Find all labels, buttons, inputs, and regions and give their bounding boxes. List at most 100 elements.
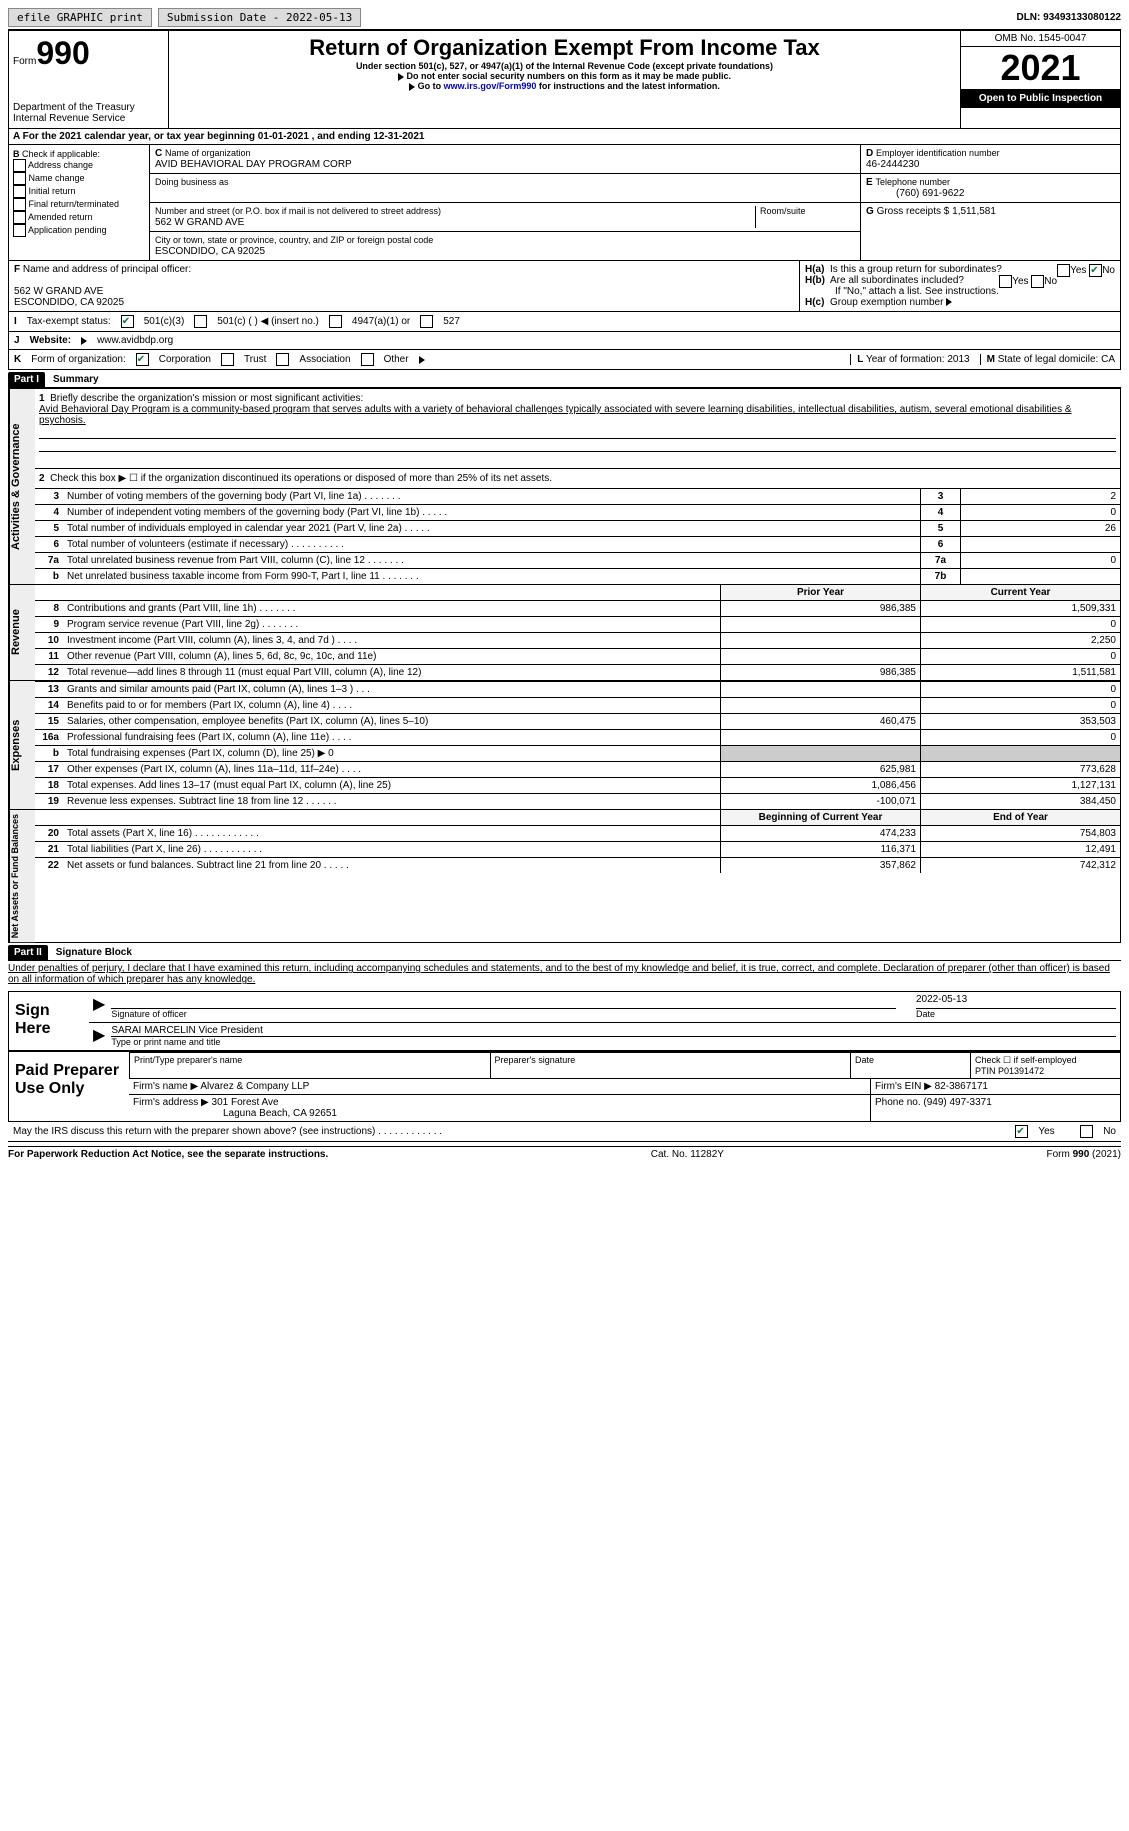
summary-line: 9Program service revenue (Part VIII, lin… [35, 616, 1120, 632]
prep-ptin-label: PTIN [975, 1066, 996, 1076]
summary-line: 4Number of independent voting members of… [35, 504, 1120, 520]
summary-line: 5Total number of individuals employed in… [35, 520, 1120, 536]
preparer-block: Paid Preparer Use Only Print/Type prepar… [8, 1051, 1121, 1122]
summary-line: bTotal fundraising expenses (Part IX, co… [35, 745, 1120, 761]
gross-label: Gross receipts $ [877, 206, 953, 217]
cb-corporation: Corporation [159, 354, 211, 365]
irs-link[interactable]: www.irs.gov/Form990 [444, 81, 537, 91]
summary-line: 17Other expenses (Part IX, column (A), l… [35, 761, 1120, 777]
l-value: 2013 [947, 354, 969, 365]
firm-name-value: Alvarez & Company LLP [200, 1081, 309, 1092]
city-label: City or town, state or province, country… [155, 235, 433, 245]
efile-button[interactable]: efile GRAPHIC print [8, 8, 152, 27]
prep-date-label: Date [850, 1052, 970, 1078]
expenses-section: Expenses 13Grants and similar amounts pa… [8, 681, 1121, 810]
i-label: Tax-exempt status: [27, 316, 111, 327]
col-end: End of Year [920, 810, 1120, 825]
part1-title: Summary [45, 374, 99, 385]
firm-ein-value: 82-3867171 [935, 1081, 988, 1092]
firm-addr2: Laguna Beach, CA 92651 [133, 1108, 337, 1119]
summary-line: 12Total revenue—add lines 8 through 11 (… [35, 664, 1120, 680]
vtab-netassets: Net Assets or Fund Balances [9, 810, 35, 942]
firm-phone-label: Phone no. [875, 1097, 923, 1108]
vtab-revenue: Revenue [9, 585, 35, 680]
part1-bar: Part I Summary [8, 372, 1121, 388]
street-value: 562 W GRAND AVE [155, 217, 244, 228]
cb-527: 527 [443, 316, 460, 327]
subtitle-2: Do not enter social security numbers on … [173, 71, 956, 81]
footer-mid: Cat. No. 11282Y [651, 1149, 724, 1160]
f-addr1: 562 W GRAND AVE [14, 286, 103, 297]
discuss-text: May the IRS discuss this return with the… [13, 1126, 442, 1137]
summary-line: 8Contributions and grants (Part VIII, li… [35, 600, 1120, 616]
revenue-section: Revenue Prior YearCurrent Year 8Contribu… [8, 585, 1121, 681]
tax-year: 2021 [961, 47, 1120, 89]
netassets-section: Net Assets or Fund Balances Beginning of… [8, 810, 1121, 943]
vtab-governance: Activities & Governance [9, 389, 35, 584]
ein-value: 46-2444230 [866, 159, 919, 170]
declaration-text: Under penalties of perjury, I declare th… [8, 961, 1121, 987]
form-title: Return of Organization Exempt From Incom… [173, 35, 956, 61]
subtitle-3: Go to www.irs.gov/Form990 for instructio… [173, 81, 956, 91]
website-row: J Website: www.avidbdp.org [8, 332, 1121, 350]
hb-label: Are all subordinates included? [830, 275, 964, 286]
sign-here-label: Sign Here [9, 992, 89, 1050]
vtab-expenses: Expenses [9, 681, 35, 809]
summary-line: 16aProfessional fundraising fees (Part I… [35, 729, 1120, 745]
dept-treasury: Department of the Treasury [13, 102, 164, 113]
k-label: Form of organization: [31, 354, 126, 365]
sig-officer-label: Signature of officer [111, 1009, 186, 1019]
cb-application-pending: Application pending [28, 225, 107, 235]
summary-line: 15Salaries, other compensation, employee… [35, 713, 1120, 729]
arrow-icon: ▶ [93, 1025, 111, 1048]
hc-label: Group exemption number [830, 297, 943, 308]
summary-line: 14Benefits paid to or for members (Part … [35, 697, 1120, 713]
f-addr2: ESCONDIDO, CA 92025 [14, 297, 124, 308]
firm-name-label: Firm's name ▶ [133, 1081, 200, 1092]
m-value: CA [1101, 354, 1115, 365]
hb-note: If "No," attach a list. See instructions… [805, 286, 999, 297]
ein-label: Employer identification number [876, 148, 1000, 158]
phone-label: Telephone number [875, 177, 950, 187]
cb-association: Association [299, 354, 350, 365]
street-label: Number and street (or P.O. box if mail i… [155, 206, 441, 216]
m-label: State of legal domicile: [998, 354, 1101, 365]
arrow-icon: ▶ [93, 994, 111, 1020]
topbar: efile GRAPHIC print Submission Date - 20… [8, 8, 1121, 30]
summary-line: 18Total expenses. Add lines 13–17 (must … [35, 777, 1120, 793]
dln-label: DLN: 93493133080122 [1016, 12, 1121, 23]
sign-block: Sign Here ▶ Signature of officer 2022-05… [8, 991, 1121, 1051]
firm-addr-label: Firm's address ▶ [133, 1097, 212, 1108]
cb-other: Other [384, 354, 409, 365]
discuss-row: May the IRS discuss this return with the… [8, 1122, 1121, 1142]
cb-trust: Trust [244, 354, 266, 365]
sig-name-label: Type or print name and title [111, 1037, 220, 1047]
part2-bar: Part II Signature Block [8, 945, 1121, 961]
form-org-row: K Form of organization: Corporation Trus… [8, 350, 1121, 370]
summary-line: 20Total assets (Part X, line 16) . . . .… [35, 825, 1120, 841]
cb-name-change: Name change [29, 173, 85, 183]
mission-text: Avid Behavioral Day Program is a communi… [39, 404, 1072, 426]
summary-line: 7aTotal unrelated business revenue from … [35, 552, 1120, 568]
cb-address-change: Address change [28, 160, 93, 170]
name-label: Name of organization [165, 148, 251, 158]
summary-line: 6Total number of volunteers (estimate if… [35, 536, 1120, 552]
cb-final-return: Final return/terminated [29, 199, 120, 209]
governance-section: Activities & Governance 1 Briefly descri… [8, 388, 1121, 585]
firm-addr1: 301 Forest Ave [212, 1097, 279, 1108]
irs-label: Internal Revenue Service [13, 113, 164, 124]
summary-line: 10Investment income (Part VIII, column (… [35, 632, 1120, 648]
sig-date-label: Date [916, 1009, 935, 1019]
col-prior: Prior Year [720, 585, 920, 600]
prep-selfemp-label: Check ☐ if self-employed [975, 1055, 1077, 1065]
period-line: A For the 2021 calendar year, or tax yea… [8, 129, 1121, 145]
cb-amended-return: Amended return [28, 212, 93, 222]
omb-number: OMB No. 1545-0047 [961, 31, 1120, 47]
firm-ein-label: Firm's EIN ▶ [875, 1081, 935, 1092]
ha-label: Is this a group return for subordinates? [830, 264, 1002, 275]
part2-hdr: Part II [8, 945, 48, 960]
cb-501c: 501(c) ( ) ◀ (insert no.) [217, 316, 319, 327]
tax-exempt-row: I Tax-exempt status: 501(c)(3) 501(c) ( … [8, 312, 1121, 332]
b-label: Check if applicable: [22, 149, 100, 159]
submission-date-button[interactable]: Submission Date - 2022-05-13 [158, 8, 361, 27]
